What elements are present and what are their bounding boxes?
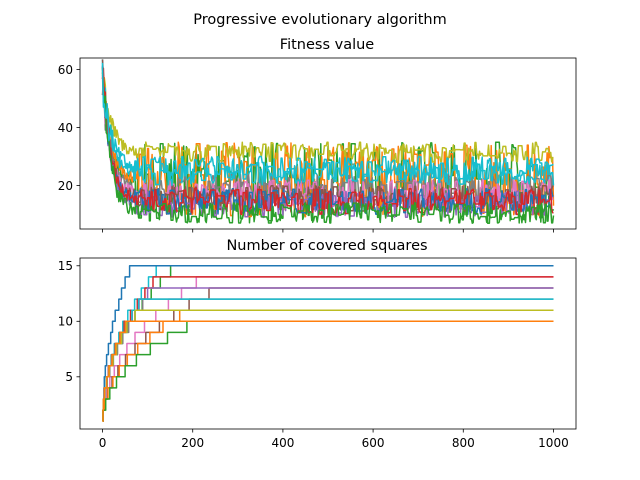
coverage-y-ticks: 5 10 15 — [58, 259, 80, 384]
figure-suptitle: Progressive evolutionary algorithm — [193, 12, 446, 28]
fitness-axes: Fitness value 20 40 60 — [58, 37, 577, 233]
coverage-axes: Number of covered squares 5 10 15 0 200 400 6… — [58, 238, 577, 450]
fitness-x-ticks — [102, 229, 554, 233]
coverage-series-line — [102, 320, 554, 422]
fitness-series-group — [101, 59, 555, 224]
coverage-series-line — [102, 320, 554, 422]
fitness-series-line — [101, 65, 554, 216]
fitness-series-line — [101, 62, 555, 187]
y-tick-label: 10 — [58, 315, 73, 329]
fitness-title: Fitness value — [280, 37, 375, 53]
coverage-series-group — [102, 265, 554, 422]
fitness-frame — [79, 57, 577, 230]
fitness-series-line — [101, 72, 555, 224]
y-tick-label: 60 — [58, 63, 73, 77]
y-tick-label: 20 — [58, 179, 73, 193]
coverage-frame — [79, 257, 577, 430]
y-tick-label: 40 — [58, 121, 73, 135]
x-tick-label: 0 — [99, 436, 107, 450]
fitness-series-line — [101, 67, 554, 164]
x-tick-label: 400 — [271, 436, 294, 450]
coverage-series-line — [102, 309, 554, 422]
x-tick-label: 600 — [362, 436, 385, 450]
y-tick-label: 5 — [65, 370, 73, 384]
y-tick-label: 15 — [58, 259, 73, 273]
x-tick-label: 200 — [181, 436, 204, 450]
coverage-x-ticks: 0 200 400 600 800 1000 — [99, 429, 569, 450]
x-tick-label: 800 — [452, 436, 475, 450]
x-tick-label: 1000 — [538, 436, 569, 450]
coverage-title: Number of covered squares — [226, 238, 427, 254]
fitness-y-ticks: 20 40 60 — [58, 63, 80, 193]
